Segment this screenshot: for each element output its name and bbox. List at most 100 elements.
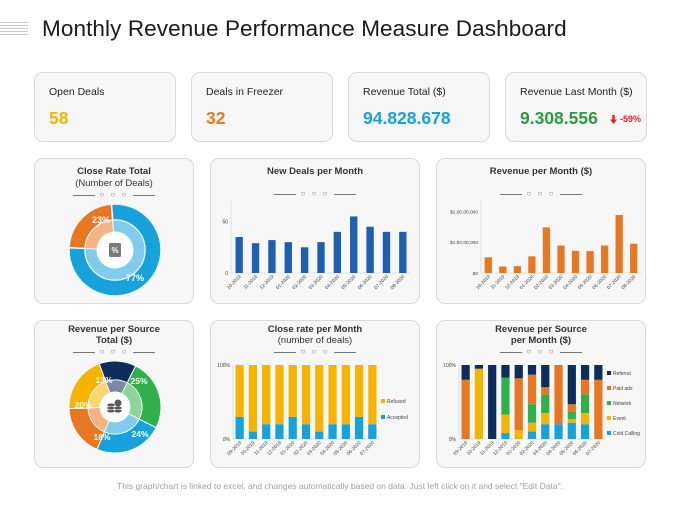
bar-07-2020 (382, 231, 391, 273)
kpi-delta: -59% (620, 114, 642, 124)
y-tick-label: $1,00,00,000 (450, 240, 478, 246)
bar-segment-referral (594, 365, 603, 380)
divider-dots: ○ ○ ○ (300, 347, 330, 356)
bar-segment-paid-ads (567, 404, 576, 412)
chart-close-rate-month: 0%100%09-201910-201911-201912-201901-202… (217, 363, 408, 457)
bar-segment-referral (501, 365, 510, 378)
chart-new-deals: 0 50 10-2019 11-2019 12-2019 01-2020 02-2020 03… (222, 201, 411, 291)
x-tick-label: 01-2020 (275, 274, 292, 291)
coin (106, 402, 116, 408)
x-tick-label: 05-2020 (340, 274, 357, 291)
bar-segment-accepted (275, 424, 284, 439)
bar-segment-refused (235, 365, 244, 417)
divider-dots: ○ ○ ○ (526, 347, 556, 356)
bar-segment-accepted (288, 416, 297, 439)
chart-revenue-source-month: 0%100%09-201910-201911-201912-201901-202… (443, 363, 640, 457)
panel-revenue-source-total: Revenue per Source Total ($) ○ ○ ○ 13% 25… (34, 320, 194, 468)
bar-segment-paid-ads (514, 378, 523, 431)
slice-label: 24% (131, 429, 148, 439)
bar-11-2019 (251, 243, 260, 273)
panel-title: Close Rate Total (77, 166, 151, 177)
kpi-label: Revenue Total ($) (363, 86, 446, 98)
slice-label: 18% (93, 432, 110, 442)
slice-label: 13% (95, 375, 112, 385)
y-tick-label: 50 (222, 220, 228, 226)
bar-segment-referral (514, 365, 523, 379)
bar-segment-accepted (301, 424, 311, 439)
panel-subtitle: (Number of Deals) (75, 178, 153, 189)
kpi-value: 32 (206, 108, 226, 128)
bar-segment-cold-calling (554, 424, 563, 439)
bar-12-2019 (268, 240, 276, 273)
x-tick-label: 02-2020 (291, 274, 308, 291)
y-tick-label: 100% (443, 363, 456, 369)
slice-label: 77% (126, 273, 144, 283)
panel-revenue-source-month: Revenue per Source per Month ($) ○ ○ ○ 0… (436, 320, 646, 468)
kpi-value: 58 (49, 108, 69, 128)
bar-segment-refused (301, 365, 311, 425)
kpi-value: 94.828.678 (363, 108, 451, 128)
panel-divider: ○ ○ ○ (35, 191, 193, 199)
chart-revenue-month: $0$1,00,00,000$2,00,00,00010-201911-2019… (450, 199, 641, 291)
legend-label: Event (613, 416, 626, 422)
panel-divider: ○ ○ ○ (35, 348, 193, 356)
bar-segment-cold-calling (541, 424, 550, 439)
x-tick-label: 08-2020 (390, 274, 407, 291)
legend-label: Cold Calling (613, 431, 640, 437)
slice-label: 20% (74, 400, 91, 410)
bar-segment-refused (354, 365, 364, 417)
bar-02-2020 (300, 247, 309, 273)
bar-segment-paid-ads (461, 379, 470, 439)
bar-segment-refused (315, 365, 324, 432)
bar-06-2020 (601, 245, 609, 273)
bar-segment-paid-ads (527, 374, 537, 405)
bar-02-2020 (542, 227, 551, 273)
y-tick-label: 100% (217, 363, 230, 369)
panel-divider: ○ ○ ○ (211, 190, 419, 198)
bar-segment-network (541, 394, 550, 414)
bar-11-2019 (499, 266, 507, 273)
x-tick-label: 07-2020 (585, 440, 602, 457)
bar-segment-cold-calling (567, 422, 576, 439)
legend-swatch-refused (381, 399, 385, 403)
bar-segment-refused (341, 365, 350, 425)
x-tick-label: 07-2020 (606, 274, 623, 291)
bar-segment-refused (248, 365, 258, 432)
kpi-card-revenue-last-month: Revenue Last Month ($) 9.308.556 -59% (505, 72, 647, 142)
y-tick-label: $2,00,00,000 (450, 209, 478, 215)
down-arrow-icon (610, 115, 617, 124)
bar-01-2020 (528, 256, 536, 273)
bar-segment-refused (328, 365, 337, 425)
panel-title-line2: Total ($) (95, 335, 133, 346)
x-tick-label: 03-2020 (548, 274, 565, 291)
legend-swatch-paid-ads (607, 386, 611, 390)
bar-segment-network (567, 411, 576, 420)
kpi-card-open-deals: Open Deals 58 (34, 72, 176, 142)
panel-divider: ○ ○ ○ (437, 348, 645, 356)
bar-segment-paid-ads (594, 379, 603, 439)
x-tick-label: 02-2020 (533, 274, 550, 291)
x-tick-label: 05-2020 (577, 274, 594, 291)
bar-segment-network (501, 377, 510, 415)
bar-segment-event (567, 419, 576, 423)
bar-segment-referral (474, 365, 484, 369)
legend-label: Refused (387, 399, 406, 405)
y-tick-label: 0% (223, 437, 231, 443)
donut-center-label: % (111, 246, 118, 255)
bar-segment-event (474, 368, 484, 439)
bar-segment-referral (461, 365, 470, 380)
legend-swatch-cold-calling (607, 431, 611, 435)
bar-segment-event (541, 413, 550, 425)
panel-revenue-month: Revenue per Month ($) ○ ○ ○ $0 $1,00,00,0… (436, 158, 646, 304)
panel-title: Revenue per Source (68, 324, 160, 335)
bar-07-2020 (615, 215, 623, 273)
bar-08-2020 (399, 231, 407, 273)
divider-dots: ○ ○ ○ (99, 347, 129, 356)
kpi-label: Deals in Freezer (206, 86, 284, 98)
panel-close-rate-total: Close Rate Total (Number of Deals) ○ ○ ○… (34, 158, 194, 304)
bar-segment-refused (275, 365, 284, 425)
y-tick-label: $0 (473, 271, 479, 277)
bar-01-2020 (284, 242, 292, 273)
panel-title: New Deals per Month (266, 166, 364, 177)
legend-label: Referral (613, 371, 631, 377)
